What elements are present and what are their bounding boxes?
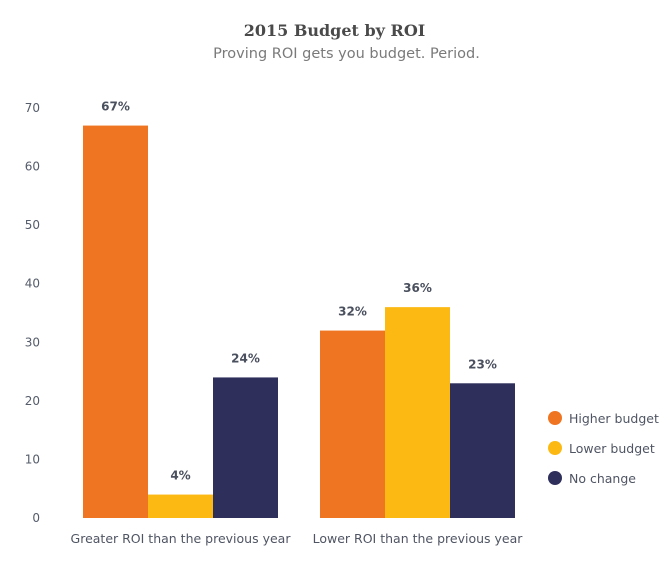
data-label: 4% — [170, 469, 190, 483]
legend-swatch-no-change — [548, 471, 562, 485]
y-tick-label: 20 — [25, 394, 40, 408]
x-category-label: Lower ROI than the previous year — [313, 531, 524, 546]
y-tick-label: 0 — [32, 511, 40, 525]
legend-item-higher-budget: Higher budget — [548, 403, 659, 433]
legend-label: No change — [569, 470, 636, 486]
legend-label: Lower budget — [569, 440, 655, 456]
data-label: 23% — [468, 357, 497, 371]
bar-lower-budget — [385, 307, 450, 518]
legend-item-lower-budget: Lower budget — [548, 433, 659, 463]
y-tick-label: 70 — [25, 101, 40, 115]
y-tick-label: 40 — [25, 277, 40, 291]
y-tick-label: 10 — [25, 452, 40, 466]
y-tick-label: 50 — [25, 218, 40, 232]
data-label: 32% — [338, 305, 367, 319]
data-label: 24% — [231, 351, 260, 365]
data-label: 36% — [403, 281, 432, 295]
legend-item-no-change: No change — [548, 463, 659, 493]
bar-no-change — [213, 377, 278, 518]
bar-lower-budget — [148, 494, 213, 518]
y-tick-label: 60 — [25, 160, 40, 174]
legend: Higher budget Lower budget No change — [548, 403, 659, 493]
bar-no-change — [450, 383, 515, 518]
legend-swatch-lower-budget — [548, 441, 562, 455]
legend-swatch-higher-budget — [548, 411, 562, 425]
bar-higher-budget — [320, 330, 385, 518]
chart-title: 2015 Budget by ROI — [243, 21, 426, 40]
bar-higher-budget — [83, 125, 148, 519]
data-label: 67% — [101, 100, 130, 114]
chart-subtitle: Proving ROI gets you budget. Period. — [213, 46, 480, 62]
x-category-label: Greater ROI than the previous year — [71, 531, 292, 546]
y-tick-label: 30 — [25, 335, 40, 349]
legend-label: Higher budget — [569, 410, 659, 426]
